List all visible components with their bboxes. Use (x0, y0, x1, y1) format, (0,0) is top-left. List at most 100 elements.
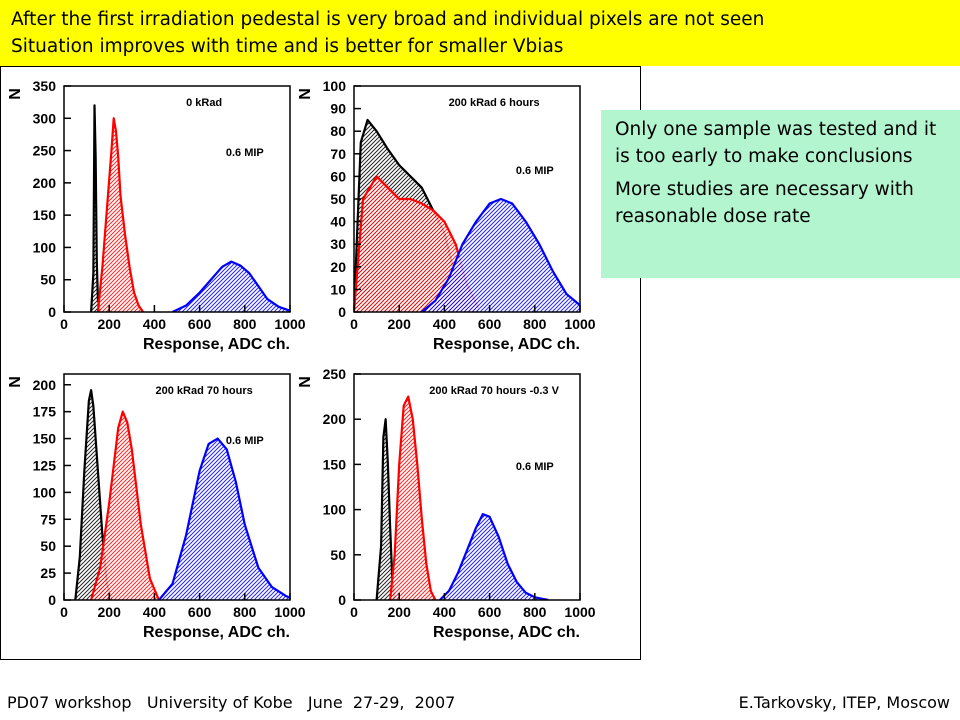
x-tick-label: 400 (143, 316, 167, 332)
y-tick-label: 100 (323, 502, 347, 518)
y-tick-label: 100 (323, 78, 347, 94)
histogram-fill-2 (97, 118, 144, 312)
histogram-line-3 (158, 437, 290, 600)
y-tick-label: 100 (33, 484, 57, 500)
x-tick-label: 400 (433, 316, 457, 332)
x-tick-label: 200 (98, 316, 122, 332)
histogram-line-1 (90, 104, 102, 312)
histogram-fill-3 (172, 261, 290, 312)
y-tick-label: 50 (40, 272, 56, 288)
mip-annotation: 0.6 MIP (226, 435, 264, 447)
histogram-line-3 (439, 513, 549, 600)
x-tick-label: 600 (478, 604, 502, 620)
y-tick-label: 80 (330, 123, 346, 139)
y-tick-label: 70 (330, 146, 346, 162)
histogram-line-3 (421, 197, 580, 312)
histogram-line-3 (172, 260, 290, 312)
y-tick-label: 60 (330, 168, 346, 184)
y-axis-label: N (297, 88, 314, 100)
y-tick-label: 0 (338, 304, 346, 320)
x-tick-label: 1000 (274, 604, 305, 620)
footer-event: PD07 workshop University of Kobe June 27… (7, 693, 456, 712)
y-tick-label: 150 (33, 207, 57, 223)
x-tick-label: 200 (98, 604, 122, 620)
x-tick-label: 400 (433, 604, 457, 620)
y-tick-label: 200 (33, 175, 57, 191)
y-tick-label: 150 (33, 431, 57, 447)
x-tick-label: 1000 (564, 316, 595, 332)
histogram-fill-3 (158, 438, 290, 600)
x-tick-label: 600 (188, 604, 212, 620)
banner-line-1: After the first irradiation pedestal is … (11, 9, 765, 30)
x-tick-label: 1000 (274, 316, 305, 332)
x-tick-label: 1000 (564, 604, 595, 620)
footer-author: E.Tarkovsky, ITEP, Moscow (738, 693, 950, 712)
x-tick-label: 800 (523, 316, 547, 332)
x-tick-label: 0 (60, 604, 68, 620)
plot-frame (63, 373, 291, 601)
chart-title: 200 kRad 70 hours -0.3 V (429, 385, 559, 397)
y-tick-label: 350 (33, 78, 57, 94)
callout-text-2: More studies are necessary with reasonab… (615, 179, 914, 227)
y-tick-label: 300 (33, 110, 57, 126)
y-tick-label: 50 (330, 191, 346, 207)
mip-annotation: 0.6 MIP (516, 461, 554, 473)
y-tick-label: 75 (40, 511, 56, 527)
mip-annotation: 0.6 MIP (226, 147, 264, 159)
plot-frame (353, 373, 581, 601)
histogram-line-2 (96, 117, 145, 312)
y-axis-label: N (7, 376, 24, 388)
x-tick-label: 800 (523, 604, 547, 620)
x-tick-label: 600 (478, 316, 502, 332)
y-axis-label: N (297, 376, 314, 388)
y-tick-label: 30 (330, 236, 346, 252)
x-tick-label: 0 (350, 316, 358, 332)
histogram-line-2 (90, 410, 160, 600)
y-tick-label: 90 (330, 101, 346, 117)
y-tick-label: 50 (40, 538, 56, 554)
histogram-fill-3 (439, 514, 549, 600)
y-tick-label: 20 (330, 259, 346, 275)
x-tick-label: 400 (143, 604, 167, 620)
x-axis-label: Response, ADC ch. (433, 336, 580, 353)
x-tick-label: 200 (388, 316, 412, 332)
chart-title: 200 kRad 6 hours (449, 97, 540, 109)
x-tick-label: 800 (233, 604, 257, 620)
mip-annotation: 0.6 MIP (516, 165, 554, 177)
y-tick-label: 200 (33, 377, 57, 393)
y-tick-label: 125 (33, 457, 57, 473)
chart-panel-4: 0 200 400 600 800 1000 0 50 100 150 200 250 Response… (297, 366, 596, 641)
x-axis-label: Response, ADC ch. (143, 336, 290, 353)
y-tick-label: 50 (330, 547, 346, 563)
chart-panel-3: 0 200 400 600 800 1000 0 25 50 75 100 125 150 175 200 R… (7, 373, 306, 641)
x-tick-label: 0 (350, 604, 358, 620)
histogram-line-2 (354, 175, 480, 312)
x-axis-label: Response, ADC ch. (143, 624, 290, 641)
x-tick-label: 200 (388, 604, 412, 620)
y-tick-label: 250 (323, 366, 347, 382)
histogram-fill-2 (354, 176, 479, 312)
x-axis-label: Response, ADC ch. (433, 624, 580, 641)
y-tick-label: 0 (48, 592, 56, 608)
banner-line-2: Situation improves with time and is bett… (11, 36, 564, 57)
chart-title: 200 kRad 70 hours (156, 385, 253, 397)
y-tick-label: 100 (33, 239, 57, 255)
y-tick-label: 200 (323, 411, 347, 427)
y-tick-label: 175 (33, 404, 57, 420)
conclusion-callout: Only one sample was tested and it is too… (601, 110, 960, 278)
plot-frame (63, 85, 291, 313)
callout-text-1: Only one sample was tested and it is too… (615, 119, 937, 167)
y-tick-label: 10 (330, 281, 346, 297)
y-tick-label: 40 (330, 214, 346, 230)
y-axis-label: N (7, 88, 24, 100)
x-tick-label: 600 (188, 316, 212, 332)
x-tick-label: 0 (60, 316, 68, 332)
histogram-line-2 (389, 395, 437, 600)
chart-panel-2: 0 200 400 600 800 1000 0 10 20 30 40 50 60 70 80 90 100 R… (297, 78, 596, 353)
y-tick-label: 250 (33, 143, 57, 159)
chart-panel-1: 0 200 400 600 800 1000 0 50 100 150 200 250 300 350 Re… (7, 78, 306, 353)
histogram-fill-3 (421, 199, 580, 312)
histogram-fill-2 (91, 411, 159, 600)
y-tick-label: 0 (48, 304, 56, 320)
chart-title: 0 kRad (186, 97, 222, 109)
